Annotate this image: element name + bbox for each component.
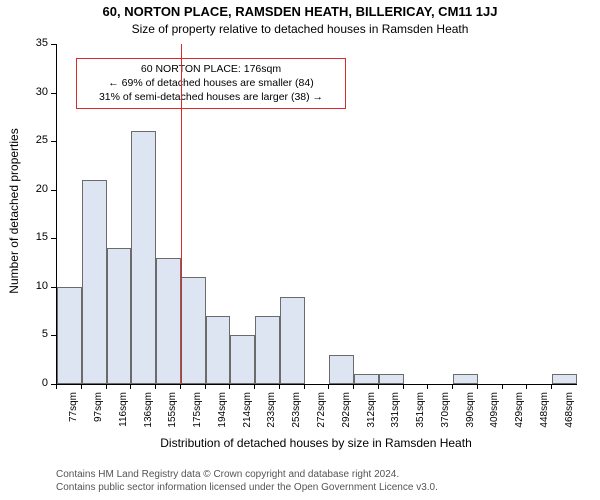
x-tick-mark <box>551 384 552 389</box>
y-tick-label: 5 <box>26 328 48 340</box>
y-tick-mark <box>51 190 56 191</box>
histogram-bar <box>156 258 181 384</box>
x-tick-mark <box>279 384 280 389</box>
x-tick-label: 370sqm <box>440 392 451 442</box>
histogram-bar <box>57 287 82 384</box>
y-tick-mark <box>51 93 56 94</box>
x-tick-label: 351sqm <box>415 392 426 442</box>
x-tick-mark <box>328 384 329 389</box>
x-tick-label: 175sqm <box>192 392 203 442</box>
y-tick-mark <box>51 44 56 45</box>
histogram-bar <box>379 374 404 384</box>
y-tick-label: 30 <box>26 86 48 98</box>
x-tick-mark <box>229 384 230 389</box>
x-tick-label: 233sqm <box>266 392 277 442</box>
x-tick-mark <box>526 384 527 389</box>
x-tick-mark <box>180 384 181 389</box>
histogram-bar <box>82 180 107 384</box>
x-tick-label: 390sqm <box>465 392 476 442</box>
chart-title-address: 60, NORTON PLACE, RAMSDEN HEATH, BILLERI… <box>0 4 600 19</box>
x-tick-mark <box>205 384 206 389</box>
x-tick-mark <box>427 384 428 389</box>
x-tick-mark <box>304 384 305 389</box>
y-tick-label: 0 <box>26 377 48 389</box>
x-tick-mark <box>155 384 156 389</box>
x-tick-mark <box>378 384 379 389</box>
property-marker-line <box>181 44 182 384</box>
histogram-bar <box>181 277 206 384</box>
footer-line-1: Contains HM Land Registry data © Crown c… <box>56 468 438 481</box>
y-tick-mark <box>51 141 56 142</box>
x-tick-mark <box>353 384 354 389</box>
histogram-bar <box>354 374 379 384</box>
histogram-bar <box>453 374 478 384</box>
property-size-histogram: 60, NORTON PLACE, RAMSDEN HEATH, BILLERI… <box>0 0 600 500</box>
x-tick-mark <box>502 384 503 389</box>
histogram-bar <box>255 316 280 384</box>
x-tick-label: 116sqm <box>118 392 129 442</box>
property-marker-annotation: 60 NORTON PLACE: 176sqm ← 69% of detache… <box>76 58 346 109</box>
y-axis-label: Number of detached properties <box>7 111 21 311</box>
x-tick-mark <box>130 384 131 389</box>
x-tick-label: 409sqm <box>489 392 500 442</box>
x-tick-label: 97sqm <box>93 392 104 442</box>
histogram-bar <box>552 374 577 384</box>
y-tick-label: 25 <box>26 134 48 146</box>
histogram-bar <box>206 316 231 384</box>
x-tick-label: 312sqm <box>366 392 377 442</box>
x-tick-label: 253sqm <box>291 392 302 442</box>
x-tick-label: 292sqm <box>341 392 352 442</box>
x-tick-label: 194sqm <box>217 392 228 442</box>
x-tick-mark <box>477 384 478 389</box>
x-tick-mark <box>254 384 255 389</box>
x-tick-label: 272sqm <box>316 392 327 442</box>
x-tick-mark <box>403 384 404 389</box>
chart-subtitle: Size of property relative to detached ho… <box>0 22 600 36</box>
annotation-line-2: ← 69% of detached houses are smaller (84… <box>83 76 339 90</box>
y-tick-label: 10 <box>26 280 48 292</box>
x-tick-label: 214sqm <box>242 392 253 442</box>
histogram-bar <box>131 131 156 384</box>
histogram-bar <box>230 335 255 384</box>
x-tick-label: 468sqm <box>564 392 575 442</box>
histogram-bar <box>107 248 132 384</box>
y-tick-mark <box>51 238 56 239</box>
footer-line-2: Contains public sector information licen… <box>56 481 438 494</box>
x-tick-label: 331sqm <box>390 392 401 442</box>
x-tick-label: 136sqm <box>143 392 154 442</box>
x-tick-mark <box>81 384 82 389</box>
histogram-bar <box>329 355 354 384</box>
x-tick-mark <box>452 384 453 389</box>
histogram-bar <box>280 297 305 384</box>
x-tick-label: 155sqm <box>167 392 178 442</box>
y-tick-label: 35 <box>26 37 48 49</box>
annotation-line-1: 60 NORTON PLACE: 176sqm <box>83 62 339 76</box>
y-tick-mark <box>51 287 56 288</box>
x-tick-label: 429sqm <box>514 392 525 442</box>
x-tick-label: 448sqm <box>539 392 550 442</box>
y-tick-mark <box>51 335 56 336</box>
x-tick-mark <box>56 384 57 389</box>
y-tick-label: 15 <box>26 231 48 243</box>
x-tick-mark <box>106 384 107 389</box>
y-tick-label: 20 <box>26 183 48 195</box>
chart-footer-attribution: Contains HM Land Registry data © Crown c… <box>56 468 438 494</box>
annotation-line-3: 31% of semi-detached houses are larger (… <box>83 90 339 104</box>
x-tick-label: 77sqm <box>68 392 79 442</box>
